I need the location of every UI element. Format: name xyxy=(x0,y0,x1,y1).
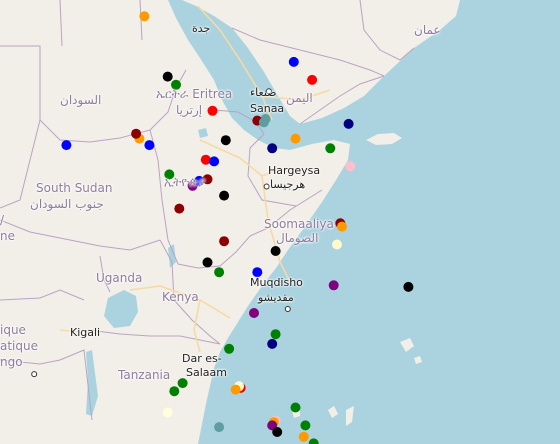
city-dot-1 xyxy=(265,88,272,95)
incident-marker-9[interactable] xyxy=(258,117,269,128)
roads xyxy=(59,5,331,353)
incident-marker-2[interactable] xyxy=(171,79,181,90)
country-label-yemen: اليمن xyxy=(286,91,313,105)
city-label-dar-es-salaam-2: Salaam xyxy=(186,366,227,379)
incident-marker-25[interactable] xyxy=(325,143,336,154)
incident-marker-11[interactable] xyxy=(61,140,72,151)
lake-tana xyxy=(198,128,208,138)
incident-marker-10[interactable] xyxy=(220,135,231,146)
incident-marker-19[interactable] xyxy=(209,156,220,167)
incident-marker-37[interactable] xyxy=(270,329,281,340)
country-label-somalia-ar: الصومال xyxy=(276,231,319,245)
country-label-partial-ique: ique xyxy=(0,323,26,337)
incident-marker-22[interactable] xyxy=(174,203,185,214)
incident-marker-30[interactable] xyxy=(219,236,230,247)
island-b xyxy=(414,356,422,364)
country-label-partial-slash: / xyxy=(0,213,5,227)
incident-marker-1[interactable] xyxy=(162,71,173,82)
country-label-partial-ngo: ngo xyxy=(0,355,23,369)
city-label-sanaa-ar: صنعاء xyxy=(250,86,277,99)
incident-marker-35[interactable] xyxy=(328,280,339,291)
lake-victoria xyxy=(104,290,138,328)
incident-marker-32[interactable] xyxy=(214,267,225,278)
country-label-sudan: السودان xyxy=(60,93,102,107)
country-label-uganda: Uganda xyxy=(96,271,143,285)
incident-marker-42[interactable] xyxy=(169,386,180,397)
city-label-jeddah: جدة xyxy=(192,22,211,35)
country-label-oman: عمان xyxy=(414,23,441,37)
incident-marker-47[interactable] xyxy=(214,422,225,433)
incident-marker-31[interactable] xyxy=(202,257,213,268)
city-dot-3 xyxy=(284,306,291,312)
country-label-south-sudan-ar: جنوب السودان xyxy=(30,197,104,211)
city-label-dar-es-salaam-1: Dar es- xyxy=(182,352,222,365)
incident-marker-39[interactable] xyxy=(403,281,414,292)
incident-marker-5[interactable] xyxy=(288,56,299,67)
incident-marker-28[interactable] xyxy=(337,221,347,232)
incident-marker-41[interactable] xyxy=(177,378,188,389)
incident-marker-46[interactable] xyxy=(230,384,241,395)
incident-marker-0[interactable] xyxy=(139,11,150,22)
lake-tanganyika xyxy=(86,350,98,416)
incident-marker-15[interactable] xyxy=(164,169,175,180)
country-label-eritrea-ar: إرتريا xyxy=(176,103,203,117)
incident-marker-21[interactable] xyxy=(219,190,230,201)
incident-marker-26[interactable] xyxy=(345,161,356,172)
city-label-mogadishu: Muqdisho xyxy=(250,276,303,289)
incident-marker-18[interactable] xyxy=(200,154,211,165)
country-label-eritrea: ኤርትራ Eritrea xyxy=(156,87,233,101)
incident-marker-52[interactable] xyxy=(272,427,283,437)
incident-marker-17[interactable] xyxy=(194,175,205,186)
city-dot-4 xyxy=(31,371,38,378)
country-label-tanzania: Tanzania xyxy=(118,368,171,382)
incident-marker-33[interactable] xyxy=(252,267,263,278)
land-arabia xyxy=(182,0,460,124)
incident-marker-54[interactable] xyxy=(298,431,309,442)
incident-marker-3[interactable] xyxy=(207,105,218,116)
land-socotra xyxy=(366,133,402,145)
incident-marker-13[interactable] xyxy=(131,128,142,139)
city-label-kigali: Kigali xyxy=(70,326,101,339)
city-label-hargeysa-ar: هرجيسا xyxy=(270,178,306,191)
country-label-kenya: Kenya xyxy=(162,290,199,304)
incident-marker-36[interactable] xyxy=(249,308,259,318)
city-label-sanaa-en: Sanaa xyxy=(250,102,285,115)
island-d xyxy=(328,406,338,418)
country-label-ethiopia: ኢትዮጵያ xyxy=(164,175,206,189)
incident-marker-7[interactable] xyxy=(343,118,354,129)
city-dot-2 xyxy=(263,183,270,190)
incident-marker-20[interactable] xyxy=(202,174,213,185)
incident-marker-38[interactable] xyxy=(267,338,278,349)
incident-marker-24[interactable] xyxy=(290,133,301,144)
incident-marker-23[interactable] xyxy=(267,143,278,154)
incident-marker-14[interactable] xyxy=(144,140,155,151)
incident-marker-53[interactable] xyxy=(300,420,311,431)
country-label-partial-atique: atique xyxy=(0,339,38,353)
incident-marker-6[interactable] xyxy=(307,74,318,85)
island-a xyxy=(400,338,414,352)
country-label-somalia: Soomaaliya xyxy=(264,217,334,231)
incident-marker-29[interactable] xyxy=(332,239,342,250)
incident-markers xyxy=(61,11,414,444)
incident-marker-43[interactable] xyxy=(162,407,173,418)
incident-marker-40[interactable] xyxy=(224,343,235,354)
city-label-mogadishu-ar: مقديشو xyxy=(258,291,294,304)
incident-marker-48[interactable] xyxy=(290,402,301,413)
island-c xyxy=(346,406,354,426)
lake-turkana xyxy=(168,244,176,268)
city-label-hargeysa: Hargeysa xyxy=(268,164,321,177)
country-label-partial-ne: ne xyxy=(0,229,15,243)
country-label-south-sudan: South Sudan xyxy=(36,181,113,195)
incident-marker-55[interactable] xyxy=(308,438,319,444)
incident-marker-34[interactable] xyxy=(270,246,281,256)
